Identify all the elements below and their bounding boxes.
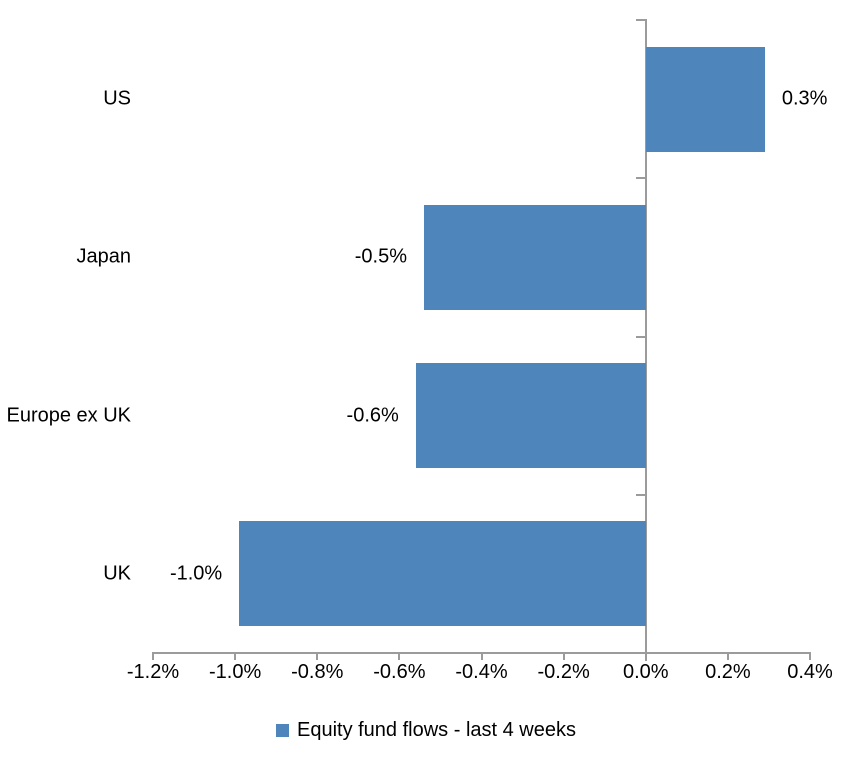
x-tick-label: -1.0%: [209, 661, 262, 683]
x-tick-label: 0.4%: [787, 661, 833, 683]
data-label-europe-ex-uk: -0.6%: [346, 404, 399, 427]
x-tick-label: -0.2%: [537, 661, 590, 683]
x-tick: [480, 653, 483, 660]
x-tick-label: 0.2%: [705, 661, 751, 683]
x-tick-label: -1.2%: [126, 661, 180, 683]
x-tick: [726, 653, 729, 660]
x-tick-label: -0.6%: [373, 661, 426, 683]
category-label-uk: UK: [103, 562, 131, 585]
category-tick: [635, 177, 645, 180]
bar-japan: [424, 204, 646, 310]
category-tick: [635, 19, 645, 21]
x-tick-label: -0.4%: [455, 661, 508, 683]
data-label-japan: -0.5%: [354, 245, 407, 268]
category-label-japan: Japan: [76, 245, 132, 268]
data-label-uk: -1.0%: [169, 562, 223, 585]
x-tick: [644, 653, 647, 660]
x-tick-label: -0.8%: [291, 661, 344, 683]
category-tick: [635, 493, 645, 496]
bar-europe-ex-uk: [415, 363, 646, 469]
category-label-europe-ex-uk: Europe ex UK: [6, 404, 131, 427]
category-tick: [635, 335, 645, 338]
x-tick: [316, 653, 319, 660]
x-tick: [398, 653, 401, 660]
bar-uk: [239, 521, 646, 627]
x-tick: [152, 653, 154, 660]
category-label-us: US: [103, 87, 131, 110]
x-tick: [234, 653, 237, 660]
x-tick: [809, 653, 811, 660]
x-tick: [562, 653, 565, 660]
bar-us: [645, 46, 765, 152]
legend-label: Equity fund flows - last 4 weeks: [296, 718, 576, 741]
data-label-us: 0.3%: [781, 87, 828, 110]
legend: Equity fund flows - last 4 weeks: [0, 716, 852, 744]
category-axis-line: [644, 19, 647, 661]
x-tick-label: 0.0%: [622, 661, 669, 683]
legend-marker-square: [275, 723, 289, 737]
